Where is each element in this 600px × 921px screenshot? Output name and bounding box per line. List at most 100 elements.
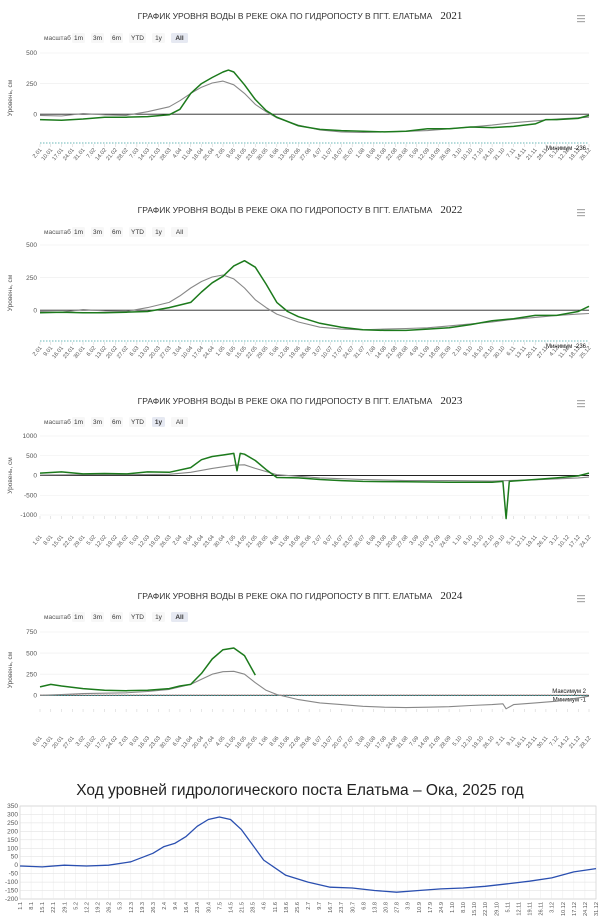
x-tick-label: 5.03 <box>129 534 141 546</box>
x-tick-label: 15.10 <box>472 902 478 916</box>
zoom-button-3m[interactable]: 3m <box>91 33 104 43</box>
zoom-button-1y[interactable]: 1y <box>152 612 165 622</box>
hamburger-menu-icon[interactable] <box>577 595 585 603</box>
y-tick-label: 200 <box>7 828 18 835</box>
zoom-button-label[interactable]: 1m <box>74 229 83 236</box>
zoom-button-bg <box>91 227 104 237</box>
x-tick-label: 8.1 <box>29 902 35 910</box>
zoom-button-label[interactable]: YTD <box>131 35 144 42</box>
x-tick-label: 30.01 <box>73 345 87 360</box>
x-tick-label: 24.02 <box>105 735 119 750</box>
zoom-button-bg <box>152 33 165 43</box>
zoom-button-label[interactable]: 3m <box>93 229 102 236</box>
x-tick-label: 8.10 <box>463 534 475 546</box>
x-tick-label: 25.05 <box>245 735 259 750</box>
menu-bar <box>577 598 585 600</box>
zoom-button-label[interactable]: All <box>176 229 184 236</box>
zoom-button-label[interactable]: 1m <box>74 419 83 426</box>
zoom-button-1m[interactable]: 1m <box>72 612 85 622</box>
x-tick-label: 3.10 <box>452 147 464 159</box>
x-tick-label: 3.9 <box>406 902 412 910</box>
x-tick-label: 27.08 <box>396 534 410 549</box>
hamburger-menu-icon[interactable] <box>577 15 585 23</box>
x-tick-label: 5.11 <box>506 534 517 546</box>
zoom-button-all[interactable]: All <box>171 227 188 237</box>
zoom-button-label[interactable]: All <box>175 35 184 42</box>
x-tick-label: 1.10 <box>452 534 464 546</box>
zoom-button-bg <box>129 612 146 622</box>
zoom-button-1m[interactable]: 1m <box>72 33 85 43</box>
zoom-button-6m[interactable]: 6m <box>110 227 123 237</box>
zoom-button-label[interactable]: 6m <box>112 419 121 426</box>
x-tick-label: 3.04 <box>172 345 184 357</box>
zoom-button-label[interactable]: 1y <box>155 419 163 426</box>
zoom-button-all[interactable]: All <box>171 612 188 622</box>
y-tick-label: 500 <box>26 453 37 460</box>
zoom-button-1y[interactable]: 1y <box>152 417 165 427</box>
zoom-button-1y[interactable]: 1y <box>152 33 165 43</box>
zoom-button-6m[interactable]: 6m <box>110 417 123 427</box>
zoom-button-label[interactable]: All <box>176 419 184 426</box>
x-tick-label: 29.1 <box>62 902 68 913</box>
x-tick-label: 17.12 <box>572 902 578 916</box>
zoom-button-1m[interactable]: 1m <box>72 227 85 237</box>
zoom-button-label[interactable]: 1m <box>74 614 83 621</box>
zoom-button-3m[interactable]: 3m <box>91 612 104 622</box>
y-axis-title: Уровень, см <box>7 651 14 688</box>
x-tick-label: 3.09 <box>409 534 421 546</box>
chart-title: ГРАФИК УРОВНЯ ВОДЫ В РЕКЕ ОКА ПО ГИДРОПО… <box>138 590 463 602</box>
zoom-button-ytd[interactable]: YTD <box>129 612 146 622</box>
zoom-button-bg <box>129 33 146 43</box>
zoom-button-label[interactable]: 3m <box>93 419 102 426</box>
zoom-button-label[interactable]: YTD <box>131 614 144 621</box>
x-tick-label: 8.05 <box>226 345 238 357</box>
zoom-button-3m[interactable]: 3m <box>91 417 104 427</box>
x-tick-label: 19.2 <box>96 902 102 913</box>
zoom-button-label[interactable]: 3m <box>93 614 102 621</box>
x-tick-label: 2.10 <box>452 345 464 357</box>
zoom-button-3m[interactable]: 3m <box>91 227 104 237</box>
zoom-button-label[interactable]: 3m <box>93 35 102 42</box>
zoom-button-6m[interactable]: 6m <box>110 33 123 43</box>
zoom-button-label[interactable]: 1y <box>155 614 163 621</box>
x-tick-label: 29.10 <box>493 534 507 549</box>
zoom-button-label[interactable]: 1m <box>74 35 83 42</box>
x-tick-label: 12.3 <box>129 902 135 913</box>
x-tick-label: 28.09 <box>439 735 453 750</box>
zoom-button-all[interactable]: All <box>171 417 188 427</box>
x-tick-label: 30.04 <box>213 534 227 549</box>
x-tick-label: 31.01 <box>73 147 87 162</box>
zoom-button-label[interactable]: 6m <box>112 229 121 236</box>
zoom-button-1m[interactable]: 1m <box>72 417 85 427</box>
chart-title-text: ГРАФИК УРОВНЯ ВОДЫ В РЕКЕ ОКА ПО ГИДРОПО… <box>138 591 433 601</box>
x-tick-label: 25.06 <box>299 534 313 549</box>
x-tick-label: 7.12 <box>549 735 561 747</box>
hamburger-menu-icon[interactable] <box>577 400 585 408</box>
x-tick-label: 29.05 <box>256 345 270 360</box>
y-tick-label: 100 <box>7 845 18 852</box>
zoom-button-6m[interactable]: 6m <box>110 612 123 622</box>
x-tick-label: 27.06 <box>299 147 313 162</box>
zoom-button-ytd[interactable]: YTD <box>129 227 146 237</box>
zoom-button-all[interactable]: All <box>171 33 188 43</box>
zoom-button-label[interactable]: 1y <box>155 35 163 42</box>
zoom-button-label[interactable]: YTD <box>131 229 144 236</box>
zoom-button-1y[interactable]: 1y <box>152 227 165 237</box>
zoom-button-label[interactable]: 6m <box>112 614 121 621</box>
x-tick-label: 31.10 <box>493 147 507 162</box>
zoom-button-label[interactable]: All <box>175 614 184 621</box>
zoom-button-label[interactable]: YTD <box>131 419 144 426</box>
x-tick-label: 12.11 <box>516 902 522 916</box>
x-tick-label: 31.12 <box>594 902 600 916</box>
zoom-button-ytd[interactable]: YTD <box>129 33 146 43</box>
zoom-button-ytd[interactable]: YTD <box>129 417 146 427</box>
y-tick-label: 50 <box>11 854 19 861</box>
hamburger-menu-icon[interactable] <box>577 209 585 217</box>
x-tick-label: 4.07 <box>312 147 324 159</box>
x-tick-label: 28.5 <box>251 902 257 913</box>
y-tick-label: -100 <box>5 879 18 886</box>
zoom-button-label[interactable]: 6m <box>112 35 121 42</box>
menu-bar <box>577 595 585 597</box>
zoom-button-label[interactable]: 1y <box>155 229 163 236</box>
x-tick-label: 28.02 <box>116 147 130 162</box>
